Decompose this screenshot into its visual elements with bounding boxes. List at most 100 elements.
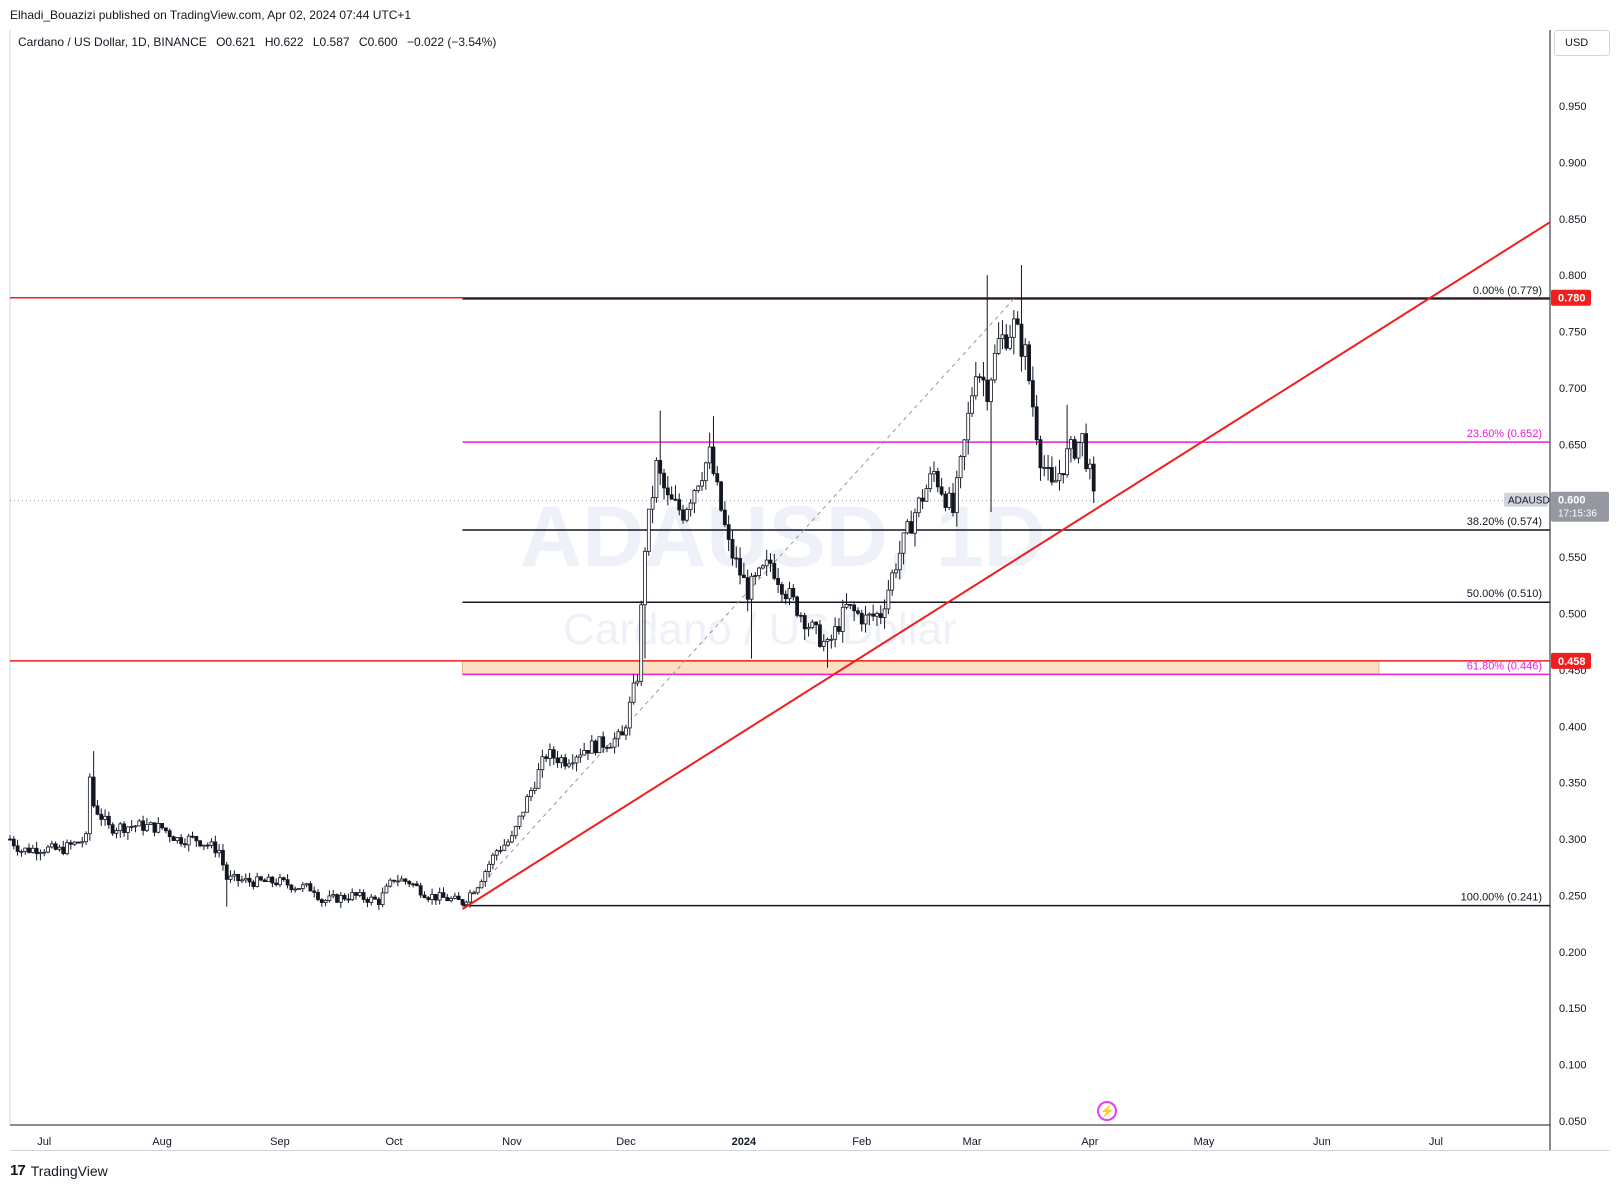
candle bbox=[681, 504, 685, 524]
candle-body bbox=[240, 879, 244, 882]
candle bbox=[1038, 435, 1043, 481]
candle-body bbox=[544, 756, 549, 759]
candle bbox=[753, 572, 758, 585]
candle bbox=[894, 563, 898, 579]
ohlc-change: −0.022 (−3.54%) bbox=[406, 35, 497, 49]
candle-body bbox=[970, 395, 974, 414]
symbol-title[interactable]: Cardano / US Dollar, 1D, BINANCE bbox=[18, 35, 207, 49]
candle bbox=[240, 875, 244, 884]
candle-body bbox=[791, 588, 796, 598]
candle-body bbox=[802, 615, 807, 630]
candle bbox=[673, 485, 678, 502]
candle bbox=[72, 841, 77, 846]
candle-body bbox=[677, 499, 682, 511]
candle bbox=[164, 827, 168, 834]
candle-body bbox=[920, 497, 925, 502]
candle bbox=[156, 817, 161, 834]
candle-body bbox=[342, 894, 347, 900]
candle-body bbox=[487, 863, 492, 872]
candle-body bbox=[259, 876, 263, 881]
candle-body bbox=[167, 830, 172, 838]
candle bbox=[627, 696, 632, 736]
level-badge-label: 0.458 bbox=[1558, 656, 1586, 668]
y-tick-label: 0.150 bbox=[1559, 1003, 1587, 1015]
candle-body bbox=[589, 740, 594, 754]
candle-body bbox=[578, 754, 583, 758]
candle bbox=[308, 881, 313, 892]
candle-body bbox=[498, 849, 503, 852]
candle bbox=[646, 508, 651, 556]
candle-body bbox=[681, 509, 685, 521]
candle bbox=[772, 554, 777, 581]
candle bbox=[441, 887, 446, 898]
candle bbox=[635, 674, 640, 687]
last-price-badge bbox=[1551, 491, 1609, 522]
candle bbox=[730, 530, 735, 566]
candle bbox=[757, 566, 761, 579]
candle-body bbox=[646, 508, 651, 552]
candle bbox=[494, 849, 499, 861]
candle-body bbox=[411, 883, 415, 886]
candle-body bbox=[570, 762, 575, 765]
candle bbox=[160, 823, 164, 830]
candle bbox=[84, 831, 88, 845]
y-tick-label: 0.200 bbox=[1559, 947, 1587, 959]
candle bbox=[8, 835, 12, 841]
x-tick-label: 2024 bbox=[732, 1136, 757, 1148]
candle-body bbox=[517, 815, 522, 827]
level-badge bbox=[1551, 652, 1591, 669]
candle-body bbox=[335, 894, 339, 903]
candle bbox=[418, 882, 423, 898]
candle-body bbox=[692, 490, 697, 504]
candle bbox=[837, 618, 841, 635]
candle-body bbox=[122, 823, 126, 833]
candle-body bbox=[688, 502, 693, 511]
fib-level-label: 38.20% (0.574) bbox=[1467, 516, 1542, 528]
candle-body bbox=[1019, 323, 1024, 357]
candle bbox=[871, 604, 876, 622]
candle-body bbox=[1080, 433, 1085, 444]
currency-selector[interactable]: USD bbox=[1554, 30, 1610, 56]
candle-body bbox=[198, 840, 203, 847]
candle-body bbox=[818, 624, 822, 647]
candle-body bbox=[540, 756, 545, 771]
candle-body bbox=[719, 481, 723, 511]
candle bbox=[399, 875, 404, 882]
y-tick-label: 0.850 bbox=[1559, 214, 1587, 226]
candle-body bbox=[1034, 406, 1039, 441]
candle bbox=[221, 843, 225, 871]
candle-body bbox=[80, 841, 85, 844]
y-tick-label: 0.400 bbox=[1559, 721, 1587, 733]
candle bbox=[342, 893, 347, 901]
candle bbox=[802, 612, 807, 640]
candle bbox=[61, 840, 66, 856]
candle-body bbox=[935, 471, 940, 488]
candle-body bbox=[749, 575, 754, 600]
candle-body bbox=[15, 845, 20, 852]
candle-body bbox=[1049, 467, 1054, 483]
candle-body bbox=[966, 412, 971, 441]
candle-body bbox=[175, 837, 180, 841]
candle-body bbox=[479, 881, 484, 889]
candle bbox=[916, 496, 921, 518]
candle bbox=[475, 886, 480, 895]
candle-body bbox=[110, 824, 115, 834]
candle bbox=[502, 839, 507, 852]
tradingview-logo-icon: 17 bbox=[10, 1162, 26, 1179]
candle bbox=[365, 897, 370, 908]
candle-body bbox=[418, 885, 423, 896]
candle-body bbox=[768, 559, 773, 564]
y-tick-label: 0.050 bbox=[1559, 1116, 1587, 1128]
candle bbox=[574, 754, 579, 772]
lightning-icon[interactable]: ⚡ bbox=[1097, 1101, 1117, 1121]
candle bbox=[734, 546, 739, 568]
candle bbox=[1076, 442, 1081, 464]
candle-body bbox=[125, 826, 130, 833]
candle bbox=[582, 742, 587, 756]
candle-body bbox=[217, 849, 222, 854]
candle bbox=[202, 844, 206, 851]
candle bbox=[106, 811, 111, 829]
y-tick-label: 0.250 bbox=[1559, 890, 1587, 902]
candle-body bbox=[156, 823, 161, 833]
